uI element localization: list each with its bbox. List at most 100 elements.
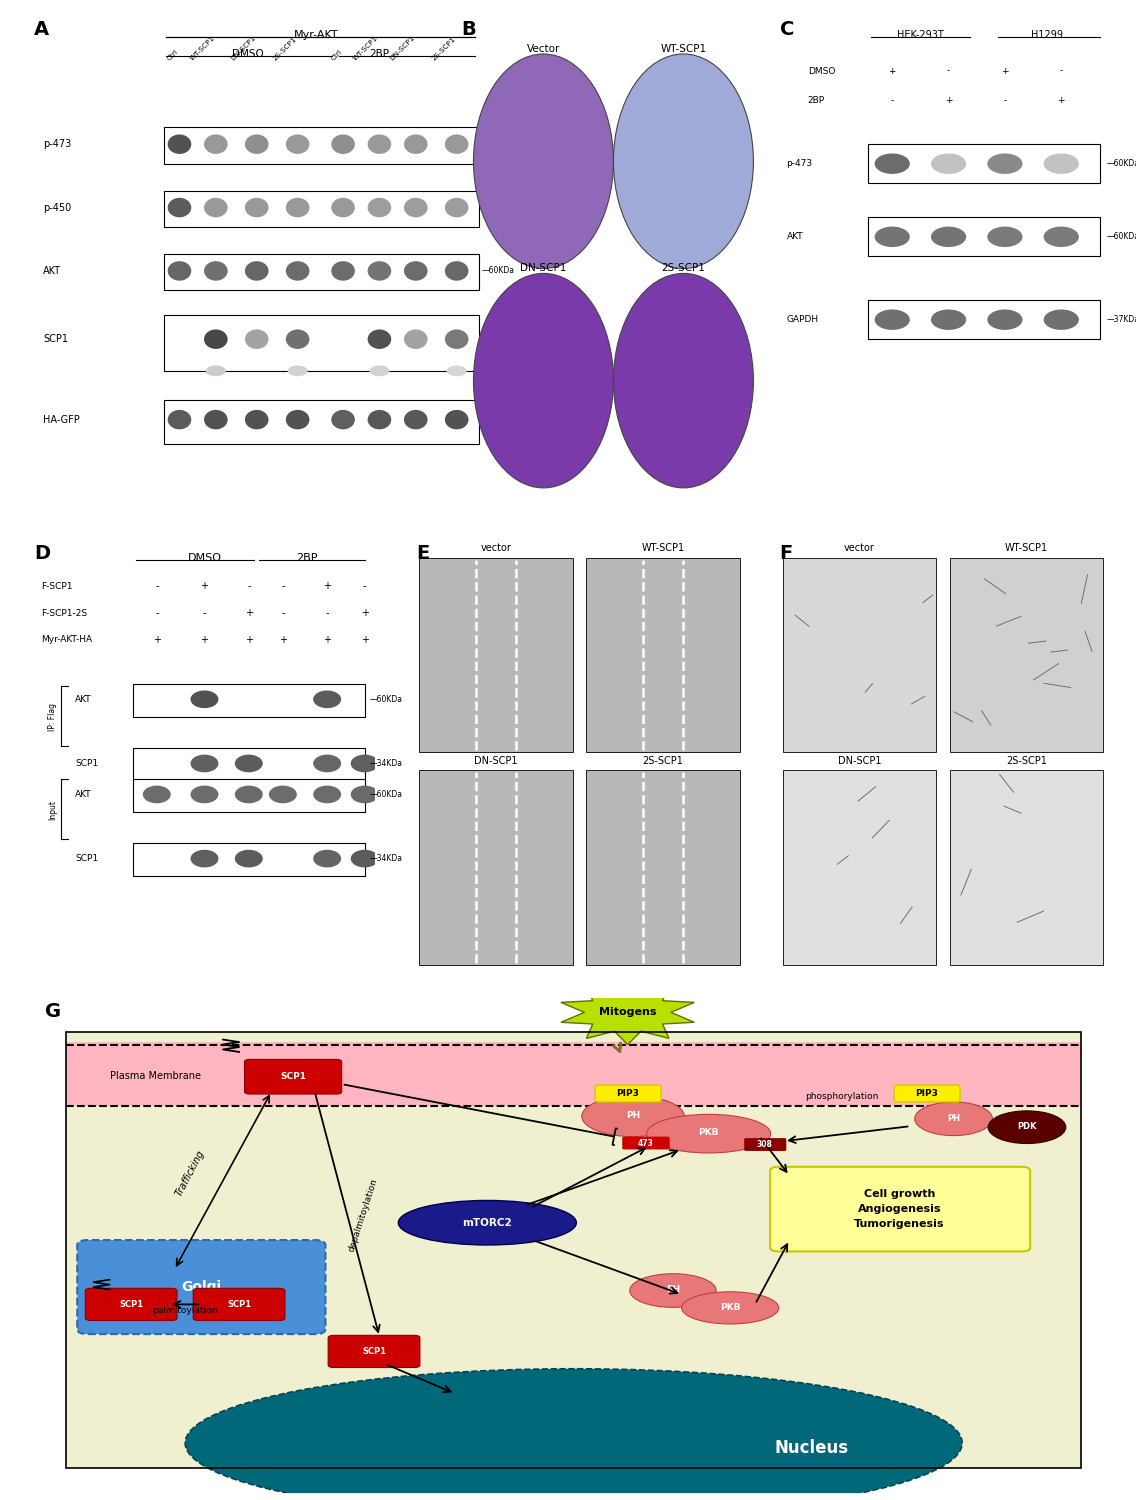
Text: -: -: [247, 582, 251, 591]
Ellipse shape: [875, 226, 910, 248]
Bar: [164, 128, 479, 164]
Text: Ctrl: Ctrl: [329, 48, 343, 62]
Text: -: -: [154, 582, 159, 591]
Bar: [66, 1032, 1081, 1467]
Ellipse shape: [404, 330, 427, 350]
Text: +: +: [278, 634, 287, 645]
Bar: [868, 217, 1100, 256]
Bar: [133, 748, 365, 782]
Ellipse shape: [245, 330, 268, 350]
Text: PH: PH: [947, 1114, 960, 1124]
Bar: [164, 315, 479, 370]
Ellipse shape: [445, 330, 468, 350]
Text: 308: 308: [757, 1140, 772, 1149]
Ellipse shape: [206, 366, 226, 376]
Ellipse shape: [204, 330, 227, 350]
Text: H1299: H1299: [1031, 30, 1063, 39]
Ellipse shape: [351, 849, 378, 867]
Bar: [950, 770, 1103, 964]
Ellipse shape: [351, 754, 378, 772]
Ellipse shape: [314, 754, 341, 772]
Ellipse shape: [286, 410, 309, 429]
Text: 2S-SCP1: 2S-SCP1: [272, 36, 298, 62]
Ellipse shape: [932, 309, 967, 330]
Text: SCP1: SCP1: [75, 759, 98, 768]
Text: —60KDa: —60KDa: [482, 202, 515, 211]
Text: DMSO: DMSO: [232, 50, 264, 58]
Text: +: +: [244, 634, 253, 645]
Text: p-473: p-473: [786, 159, 812, 168]
FancyBboxPatch shape: [744, 1138, 786, 1150]
Text: -: -: [325, 608, 329, 618]
Text: -: -: [1003, 96, 1006, 105]
Text: 2BP: 2BP: [296, 554, 317, 564]
Text: +: +: [1001, 66, 1009, 75]
Text: WT-SCP1: WT-SCP1: [352, 34, 379, 62]
Circle shape: [474, 273, 613, 488]
Text: DN-SCP1: DN-SCP1: [520, 264, 567, 273]
Text: Cell growth
Angiogenesis
Tumorigenesis: Cell growth Angiogenesis Tumorigenesis: [854, 1190, 945, 1228]
Ellipse shape: [445, 261, 468, 280]
Ellipse shape: [332, 261, 354, 280]
Ellipse shape: [269, 786, 296, 804]
Text: DN-SCP1: DN-SCP1: [474, 756, 518, 765]
Text: p-450: p-450: [43, 202, 72, 213]
Bar: [419, 770, 573, 964]
Text: +: +: [323, 634, 332, 645]
Text: -: -: [281, 608, 285, 618]
Ellipse shape: [191, 849, 218, 867]
Ellipse shape: [914, 1102, 993, 1136]
Text: —60KDa: —60KDa: [369, 790, 403, 800]
Bar: [586, 770, 740, 964]
Ellipse shape: [875, 309, 910, 330]
Ellipse shape: [987, 309, 1022, 330]
Text: Nucleus: Nucleus: [774, 1438, 849, 1456]
Bar: [133, 778, 365, 812]
Text: +: +: [945, 96, 952, 105]
Text: 2BP: 2BP: [369, 50, 390, 58]
Bar: [868, 144, 1100, 183]
Text: -: -: [281, 582, 285, 591]
Ellipse shape: [204, 135, 227, 154]
Text: DN-SCP1: DN-SCP1: [229, 34, 257, 62]
Ellipse shape: [932, 226, 967, 248]
Ellipse shape: [368, 198, 391, 217]
Text: WT-SCP1: WT-SCP1: [189, 34, 216, 62]
Text: —60KDa: —60KDa: [1108, 232, 1136, 242]
Text: AKT: AKT: [786, 232, 803, 242]
Text: Trafficking: Trafficking: [174, 1149, 207, 1198]
Text: PIP3: PIP3: [916, 1089, 938, 1098]
Ellipse shape: [235, 849, 262, 867]
Ellipse shape: [168, 261, 191, 280]
Text: WT-SCP1: WT-SCP1: [660, 44, 707, 54]
Text: —34KDa: —34KDa: [369, 853, 403, 862]
Ellipse shape: [1044, 153, 1079, 174]
Text: 2S-SCP1: 2S-SCP1: [431, 36, 457, 62]
Text: 2S-SCP1: 2S-SCP1: [1006, 756, 1046, 765]
Ellipse shape: [168, 198, 191, 217]
Ellipse shape: [235, 786, 262, 804]
Circle shape: [613, 273, 753, 488]
Text: Ctrl: Ctrl: [166, 48, 179, 62]
FancyBboxPatch shape: [595, 1084, 661, 1102]
Bar: [66, 1032, 1081, 1467]
Ellipse shape: [245, 198, 268, 217]
Text: —60KDa: —60KDa: [1108, 159, 1136, 168]
Text: G: G: [45, 1002, 61, 1022]
Ellipse shape: [368, 135, 391, 154]
Text: PKB: PKB: [720, 1304, 741, 1312]
Ellipse shape: [404, 135, 427, 154]
Text: DN-SCP1: DN-SCP1: [837, 756, 882, 765]
FancyBboxPatch shape: [623, 1137, 670, 1149]
Text: vector: vector: [844, 543, 875, 554]
Text: Myr-AKT: Myr-AKT: [293, 30, 339, 39]
Bar: [783, 558, 936, 753]
Text: B: B: [461, 20, 476, 39]
Ellipse shape: [286, 261, 309, 280]
Text: -: -: [1060, 66, 1063, 75]
Ellipse shape: [582, 1096, 684, 1137]
Bar: [950, 558, 1103, 753]
Ellipse shape: [368, 410, 391, 429]
Ellipse shape: [646, 1114, 770, 1154]
Text: HEK-293T: HEK-293T: [897, 30, 944, 39]
